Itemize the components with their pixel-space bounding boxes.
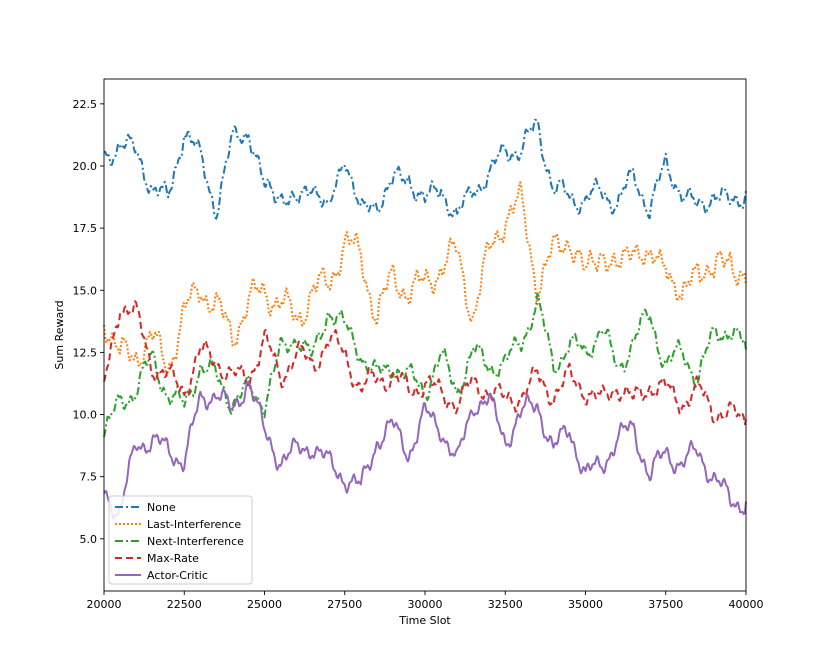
x-tick-label: 40000 — [729, 598, 764, 611]
x-tick-label: 25000 — [247, 598, 282, 611]
legend: None Last-Interference Next-Interference Ma… — [108, 495, 253, 585]
y-tick-label: 12.5 — [73, 346, 98, 359]
legend-label: Max-Rate — [147, 552, 199, 565]
legend-label: Actor-Critic — [147, 569, 208, 582]
y-tick-label: 20.0 — [73, 160, 98, 173]
legend-label: None — [147, 501, 176, 514]
x-tick-label: 27500 — [327, 598, 362, 611]
x-tick-label: 30000 — [408, 598, 443, 611]
legend-label: Last-Interference — [147, 518, 241, 531]
series-line-none — [103, 118, 747, 220]
series-layer — [103, 118, 747, 520]
x-tick-label: 22500 — [167, 598, 202, 611]
series-line-actor-critic — [103, 380, 747, 520]
legend-label: Next-Interference — [147, 535, 244, 548]
y-tick-label: 5.0 — [80, 533, 98, 546]
series-line-next-interference — [103, 292, 747, 438]
y-tick-label: 22.5 — [73, 98, 98, 111]
x-tick-label: 37500 — [648, 598, 683, 611]
series-line-max-rate — [103, 300, 747, 426]
y-tick-label: 7.5 — [80, 471, 98, 484]
y-tick-label: 15.0 — [73, 284, 98, 297]
x-axis-label: Time Slot — [398, 614, 451, 627]
y-axis-label: Sum Reward — [53, 300, 66, 369]
legend-frame — [108, 495, 253, 585]
x-tick-label: 35000 — [568, 598, 603, 611]
x-tick-label: 20000 — [87, 598, 122, 611]
y-tick-label: 17.5 — [73, 222, 98, 235]
y-tick-label: 10.0 — [73, 409, 98, 422]
y-axis: 5.0 7.5 10.0 12.5 15.0 17.5 20.0 22.5 — [73, 98, 104, 546]
x-axis: 20000 22500 25000 27500 30000 32500 35000 37500… — [87, 591, 764, 611]
x-tick-label: 32500 — [488, 598, 523, 611]
